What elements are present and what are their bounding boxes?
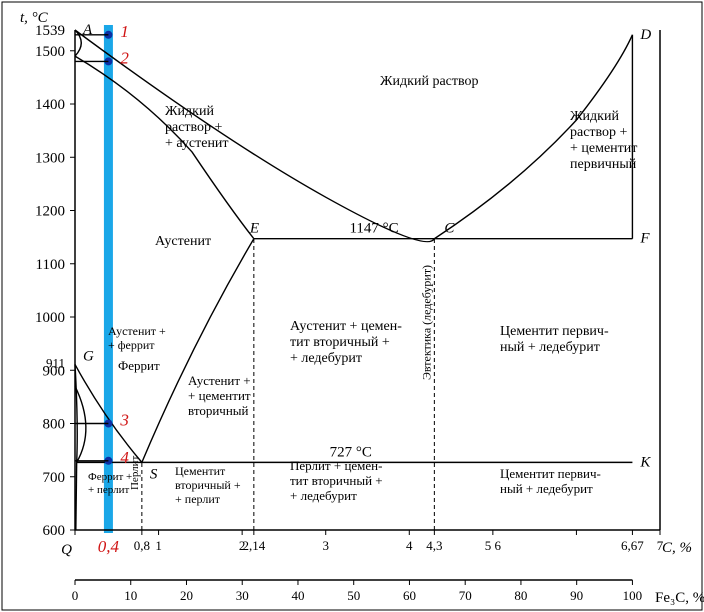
svg-text:700: 700 xyxy=(43,470,66,486)
svg-text:0,8: 0,8 xyxy=(134,538,150,553)
svg-text:911: 911 xyxy=(46,355,65,370)
highlight-x-label: 0,4 xyxy=(98,537,120,556)
svg-text:S: S xyxy=(150,466,158,482)
svg-text:4,3: 4,3 xyxy=(426,538,442,553)
svg-text:5 6: 5 6 xyxy=(485,538,502,553)
svg-text:90: 90 xyxy=(570,588,583,603)
region-label: Жидкийраствор ++ цементитпервичный xyxy=(570,109,637,172)
svg-text:1147 °C: 1147 °C xyxy=(349,221,398,237)
svg-text:E: E xyxy=(249,221,259,237)
region-label: Цементит первич-ный + ледебурит xyxy=(500,466,601,496)
vertical-region-label: Перлит xyxy=(129,455,141,490)
svg-text:1300: 1300 xyxy=(35,150,65,166)
svg-text:0: 0 xyxy=(72,588,79,603)
svg-text:1000: 1000 xyxy=(35,310,65,326)
svg-text:600: 600 xyxy=(43,523,66,539)
region-label: Аустенит + цемен-тит вторичный ++ ледебу… xyxy=(290,319,402,366)
svg-text:20: 20 xyxy=(180,588,193,603)
svg-text:4: 4 xyxy=(406,538,413,553)
region-label: Феррит ++ перлит xyxy=(88,471,132,496)
region-label: Жидкий раствор xyxy=(380,74,479,89)
svg-text:40: 40 xyxy=(291,588,304,603)
svg-text:C, %: C, % xyxy=(662,540,692,556)
svg-text:Fe₃C, %: Fe₃C, % xyxy=(655,590,704,606)
svg-text:G: G xyxy=(83,348,94,364)
svg-text:1500: 1500 xyxy=(35,44,65,60)
svg-text:3: 3 xyxy=(322,538,329,553)
svg-text:100: 100 xyxy=(623,588,643,603)
region-label: Цементитвторичный ++ перлит xyxy=(175,464,241,506)
svg-text:60: 60 xyxy=(403,588,416,603)
svg-text:70: 70 xyxy=(459,588,472,603)
svg-text:30: 30 xyxy=(236,588,249,603)
region-label: Аустенит ++ феррит xyxy=(108,324,166,352)
svg-text:C: C xyxy=(444,221,455,237)
red-label-3: 3 xyxy=(119,411,129,430)
svg-text:80: 80 xyxy=(514,588,527,603)
phase-diagram: 6007008009001000110012001300140015001539… xyxy=(0,0,704,612)
svg-text:2,14: 2,14 xyxy=(242,538,265,553)
svg-text:Q: Q xyxy=(61,542,72,558)
svg-text:50: 50 xyxy=(347,588,360,603)
region-label: Цементит первич-ный + ледебурит xyxy=(500,324,609,355)
svg-text:K: K xyxy=(639,454,651,470)
svg-text:A: A xyxy=(82,22,93,38)
svg-text:6,67: 6,67 xyxy=(621,538,644,553)
svg-text:t, °C: t, °C xyxy=(20,10,49,26)
svg-text:1200: 1200 xyxy=(35,204,65,220)
svg-text:1100: 1100 xyxy=(36,257,65,273)
red-label-2: 2 xyxy=(120,48,129,67)
svg-text:D: D xyxy=(639,27,651,43)
region-label: Аустенит xyxy=(155,234,211,249)
vertical-region-label: Эвтектика (ледебурит) xyxy=(419,265,433,380)
svg-text:1: 1 xyxy=(155,538,162,553)
region-label: Аустенит ++ цементитвторичный xyxy=(188,373,251,418)
svg-text:F: F xyxy=(639,231,650,247)
region-label: Феррит xyxy=(118,358,160,373)
red-label-1: 1 xyxy=(120,22,129,41)
region-label: Перлит + цемен-тит вторичный ++ ледебури… xyxy=(290,458,383,503)
region-label: Жидкийраствор ++ аустенит xyxy=(165,104,229,151)
svg-text:800: 800 xyxy=(43,417,66,433)
svg-text:1400: 1400 xyxy=(35,97,65,113)
svg-text:10: 10 xyxy=(124,588,137,603)
